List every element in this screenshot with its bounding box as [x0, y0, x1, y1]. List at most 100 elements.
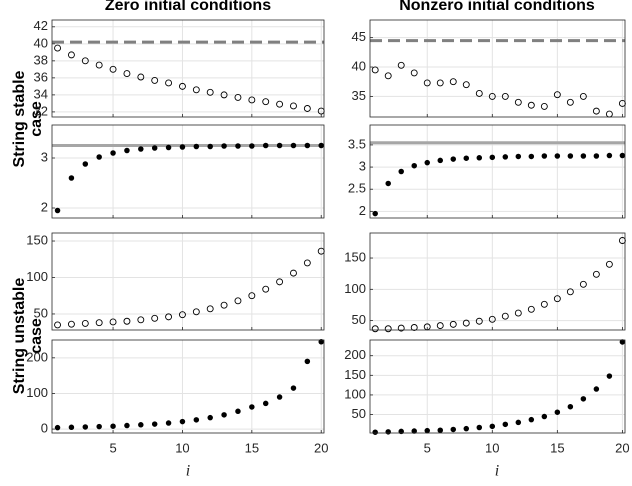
- data-point: [489, 154, 496, 161]
- panel: 5 10 15 20 50 100 150 200: [344, 339, 630, 455]
- data-point: [124, 147, 130, 154]
- y-tick-label: 35: [352, 88, 366, 103]
- data-point: [579, 280, 587, 288]
- data-point: [566, 98, 574, 106]
- panel: 50 100 150: [344, 232, 626, 333]
- y-tick-label: 2: [41, 199, 48, 214]
- data-point: [592, 270, 600, 278]
- y-tick-label: 32: [34, 103, 48, 118]
- plot-area: [52, 233, 324, 330]
- data-point: [488, 92, 496, 100]
- data-point: [475, 317, 483, 325]
- data-point: [249, 404, 255, 410]
- data-point: [81, 57, 89, 65]
- data-point: [82, 161, 89, 167]
- plot-area: [370, 20, 625, 117]
- data-point: [220, 301, 228, 309]
- y-tick-label: 50: [34, 305, 48, 320]
- data-point: [193, 417, 200, 423]
- data-point: [248, 292, 256, 300]
- data-point: [372, 429, 378, 435]
- panel: 50 100 150: [26, 232, 325, 331]
- data-point: [449, 320, 457, 328]
- data-point: [290, 269, 297, 277]
- data-point: [54, 44, 62, 52]
- y-tick-label: 150: [344, 249, 366, 264]
- panel: 23: [41, 124, 325, 219]
- x-tick-label: 10: [485, 440, 499, 455]
- data-point: [527, 101, 535, 109]
- y-tick-label: 2.5: [348, 181, 366, 196]
- y-tick-label: 42: [34, 18, 48, 33]
- data-point: [234, 93, 242, 101]
- data-point: [514, 309, 522, 317]
- data-point: [462, 81, 470, 89]
- data-point: [276, 142, 283, 149]
- y-tick-label: 0: [41, 421, 48, 436]
- row-label: String unstable case: [11, 278, 45, 395]
- x-tick-label: 20: [314, 440, 328, 455]
- y-tick-label: 200: [344, 347, 366, 362]
- data-point: [318, 142, 324, 149]
- data-point: [502, 154, 509, 160]
- data-point: [423, 79, 431, 87]
- column-title: Zero initial conditions: [105, 0, 271, 14]
- data-point: [567, 403, 574, 410]
- row-label-line: String unstable: [11, 278, 28, 395]
- data-point: [235, 408, 241, 415]
- data-point: [95, 61, 103, 69]
- plot-area: [370, 233, 625, 330]
- y-tick-label: 50: [352, 406, 366, 421]
- data-point: [566, 288, 574, 296]
- x-tick-label: 15: [245, 440, 259, 455]
- data-point: [528, 416, 535, 423]
- data-point: [424, 159, 430, 166]
- data-point: [290, 142, 297, 149]
- y-tick-label: 34: [34, 86, 48, 101]
- data-point: [593, 153, 600, 159]
- data-point: [450, 426, 457, 433]
- data-point: [606, 373, 613, 379]
- data-point: [193, 143, 200, 150]
- data-point: [371, 325, 379, 333]
- data-point: [436, 322, 444, 330]
- data-point: [151, 314, 159, 322]
- data-point: [54, 207, 61, 214]
- data-point: [318, 339, 324, 345]
- data-point: [95, 319, 103, 327]
- data-point: [372, 210, 378, 217]
- data-point: [151, 76, 159, 84]
- data-point: [192, 86, 200, 94]
- axes-box: [369, 124, 626, 219]
- data-point: [165, 79, 173, 87]
- data-point: [592, 107, 600, 115]
- data-point: [593, 386, 600, 392]
- data-point: [397, 61, 405, 69]
- axes-box: [51, 339, 325, 434]
- data-point: [165, 420, 172, 426]
- data-point: [541, 413, 548, 420]
- axes-box: [51, 124, 325, 219]
- data-point: [109, 318, 117, 326]
- data-point: [82, 424, 89, 430]
- data-point: [502, 421, 509, 428]
- x-tick-label: 15: [550, 440, 564, 455]
- data-point: [410, 69, 418, 77]
- data-point: [398, 168, 404, 175]
- data-point: [249, 143, 255, 149]
- data-point: [541, 153, 548, 159]
- data-point: [437, 427, 444, 434]
- data-point: [138, 146, 144, 152]
- axes-box: [51, 19, 325, 118]
- data-point: [276, 394, 283, 400]
- data-point: [221, 412, 227, 418]
- data-point: [110, 150, 116, 156]
- data-point: [178, 311, 186, 319]
- data-point: [54, 321, 62, 329]
- data-point: [220, 91, 228, 99]
- y-tick-label: 3.5: [348, 136, 366, 151]
- data-point: [606, 152, 613, 159]
- axes-box: [369, 339, 626, 434]
- data-point: [449, 78, 457, 86]
